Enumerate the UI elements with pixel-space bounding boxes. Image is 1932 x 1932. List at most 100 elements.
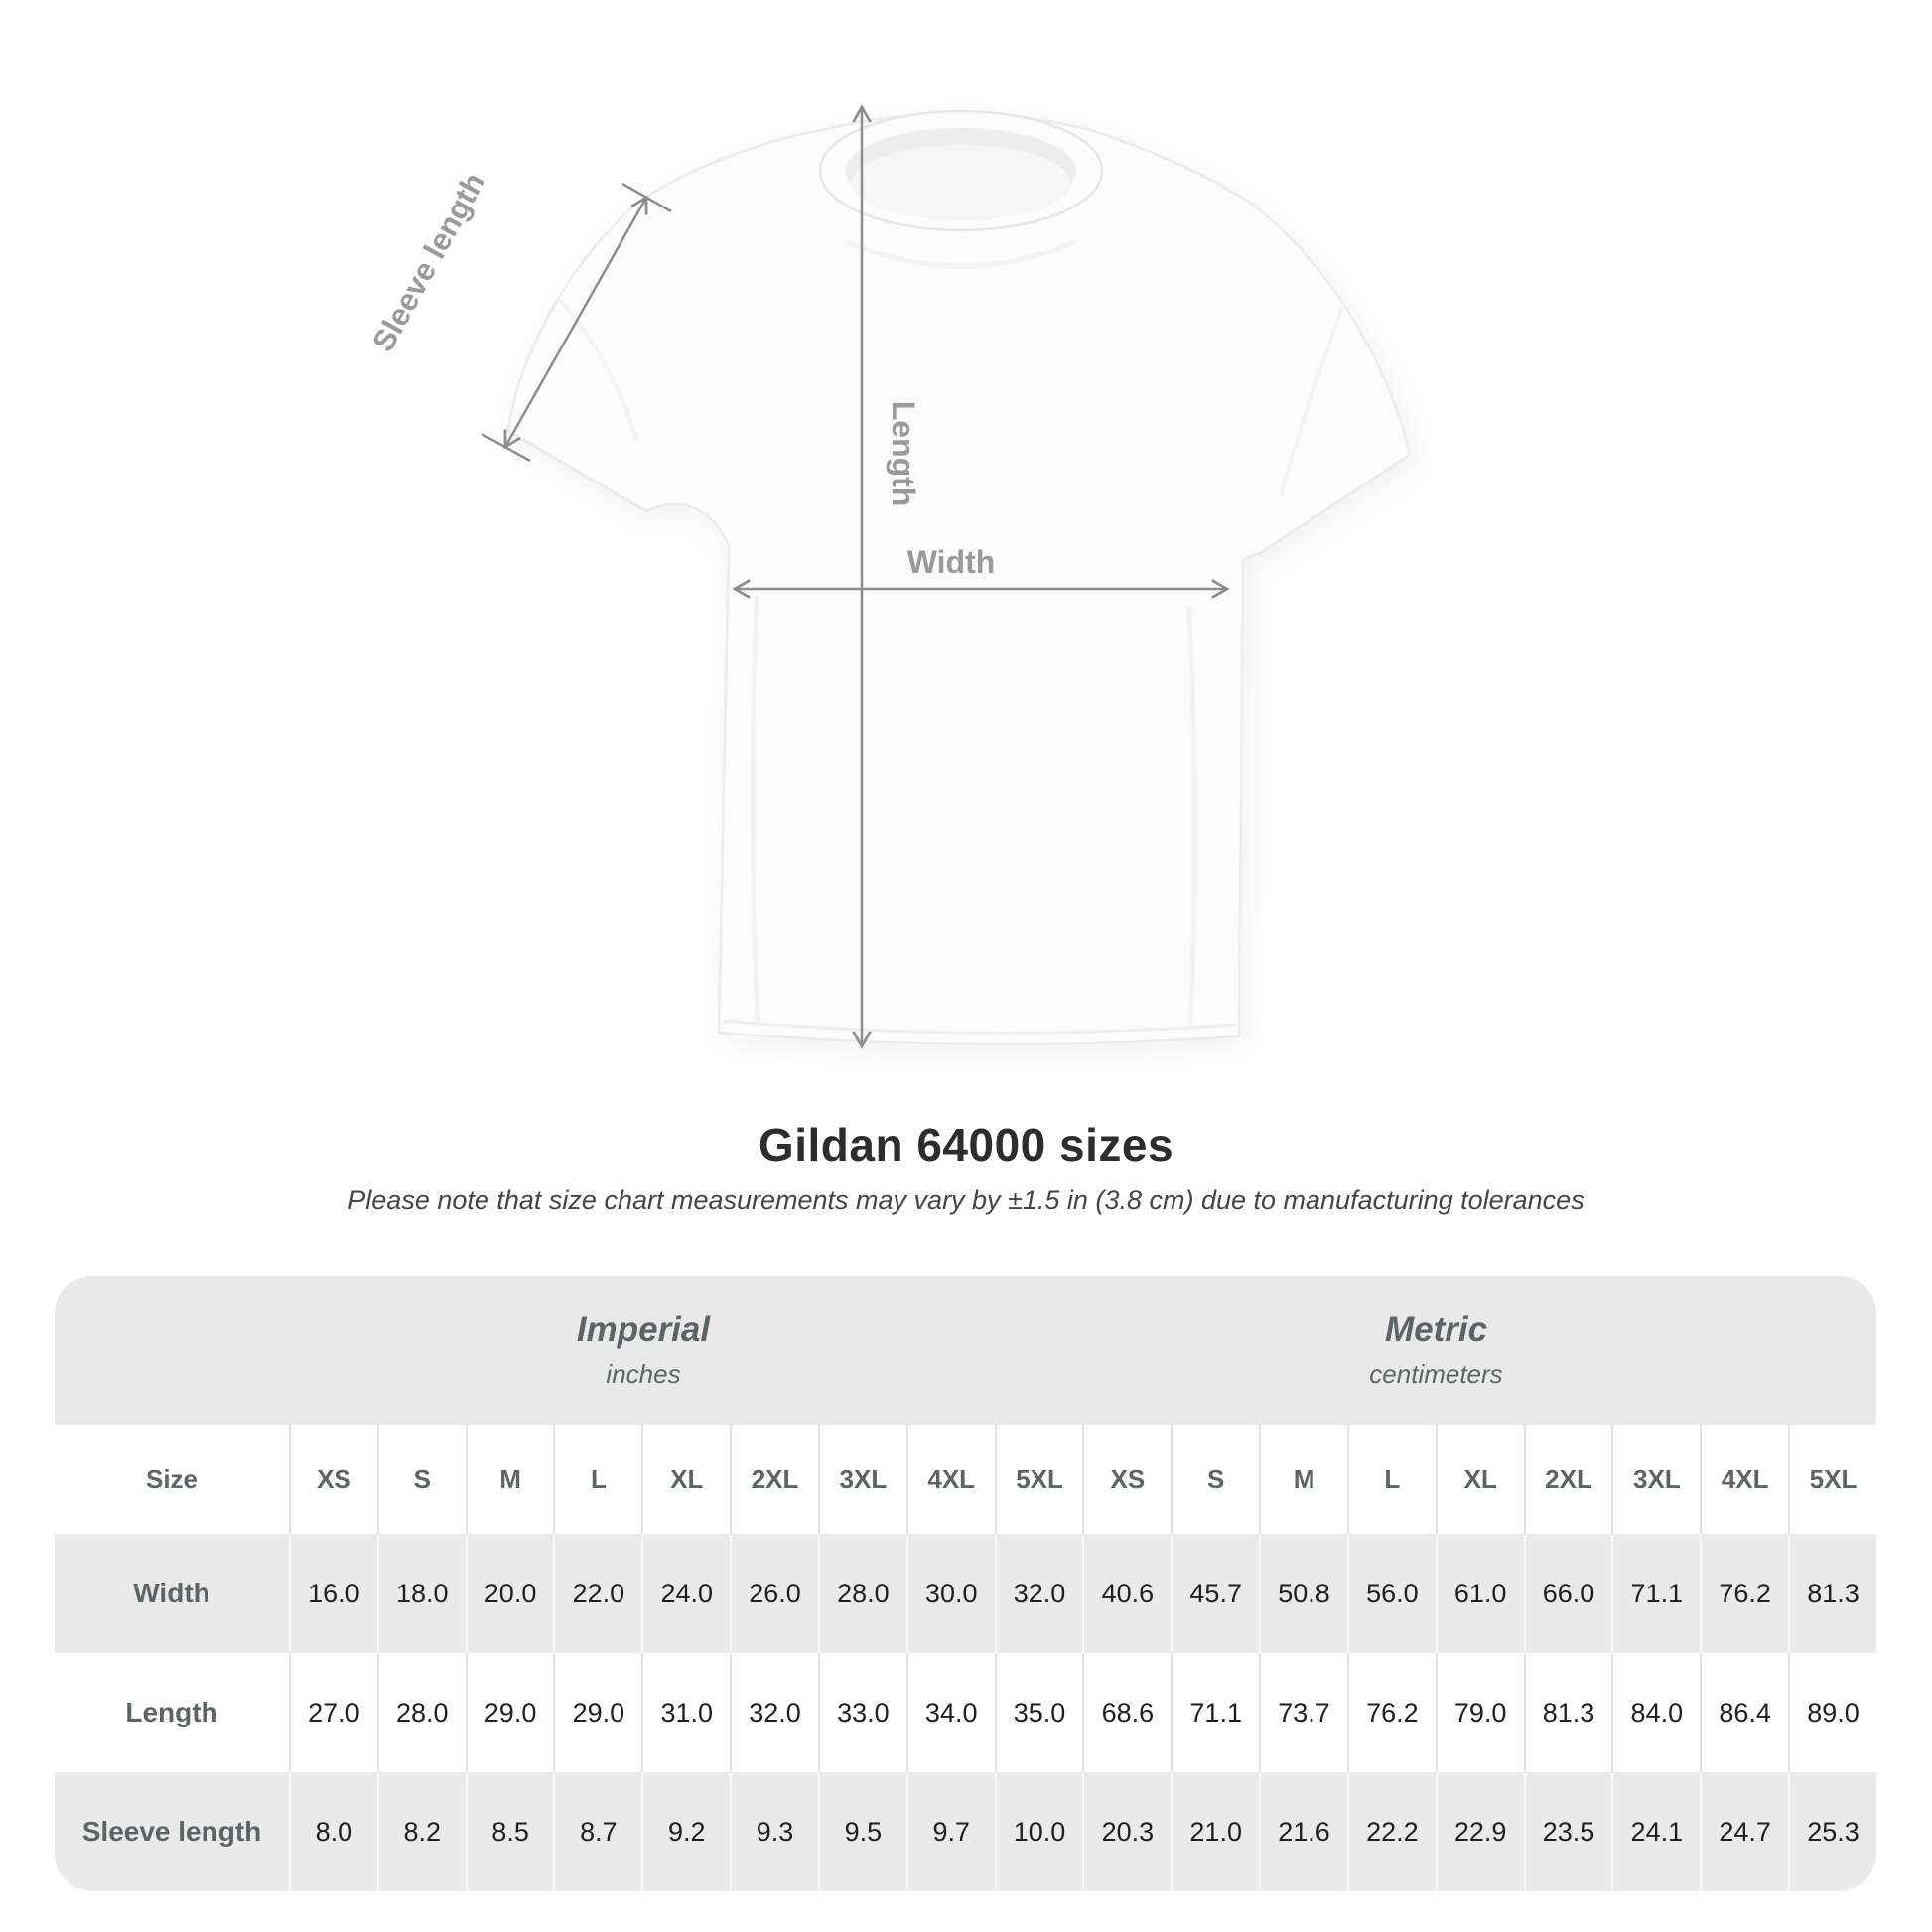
- table-cell: 29.0: [553, 1653, 641, 1772]
- table-cell: 73.7: [1259, 1653, 1347, 1772]
- table-cell: 22.9: [1435, 1772, 1524, 1891]
- tshirt-graphic: [506, 109, 1412, 1046]
- imperial-section-header: Imperial inches: [291, 1276, 996, 1425]
- table-cell: 81.3: [1523, 1653, 1612, 1772]
- sleeve-length-arrow: [503, 195, 648, 450]
- size-column-header: 4XL: [905, 1425, 995, 1534]
- table-cell: 56.0: [1346, 1534, 1436, 1653]
- table-cell: 8.5: [465, 1772, 554, 1891]
- sleeve-arrow-end-tick: [621, 182, 672, 213]
- header-band-spacer: [55, 1276, 291, 1425]
- size-column-header: XL: [1435, 1425, 1524, 1534]
- tshirt-measurement-diagram: Sleeve length Length Width: [365, 104, 1412, 1049]
- size-column-header: XL: [641, 1425, 730, 1534]
- table-cell: 31.0: [641, 1653, 730, 1772]
- table-cell: 50.8: [1259, 1534, 1347, 1653]
- table-cell: 9.5: [817, 1772, 906, 1891]
- size-column-header: L: [553, 1425, 641, 1534]
- table-cell: 30.0: [905, 1534, 995, 1653]
- table-cell: 8.7: [553, 1772, 641, 1891]
- table-cell: 86.4: [1700, 1653, 1788, 1772]
- table-cell: 32.0: [730, 1653, 818, 1772]
- table-cell: 22.0: [553, 1534, 641, 1653]
- row-header-size: Size: [145, 1463, 199, 1494]
- table-cell: 76.2: [1346, 1653, 1436, 1772]
- size-column-header: 5XL: [1788, 1425, 1876, 1534]
- size-column-header: 3XL: [817, 1425, 906, 1534]
- table-cell: 81.3: [1788, 1534, 1876, 1653]
- table-cell: 34.0: [905, 1653, 995, 1772]
- metric-title: Metric: [1384, 1311, 1488, 1349]
- row-header-sleeve-length: Sleeve length: [81, 1816, 262, 1847]
- table-cell: 24.7: [1700, 1772, 1788, 1891]
- size-column-header: S: [1171, 1425, 1259, 1534]
- table-row-length: Length 27.0 28.0 29.0 29.0 31.0 32.0 33.…: [55, 1653, 1876, 1772]
- table-cell: 89.0: [1788, 1653, 1876, 1772]
- table-cell: 24.0: [641, 1534, 730, 1653]
- length-label: Length: [886, 401, 921, 507]
- table-cell: 68.6: [1082, 1653, 1171, 1772]
- size-column-header: XS: [289, 1425, 377, 1534]
- table-cell: 28.0: [817, 1534, 906, 1653]
- imperial-title: Imperial: [576, 1311, 711, 1349]
- metric-section-header: Metric centimeters: [996, 1276, 1876, 1425]
- table-cell: 29.0: [465, 1653, 554, 1772]
- table-cell: 9.7: [905, 1772, 995, 1891]
- table-cell: 84.0: [1611, 1653, 1700, 1772]
- width-label: Width: [907, 544, 996, 580]
- table-cell: 8.0: [289, 1772, 377, 1891]
- page-title: Gildan 64000 sizes: [758, 1119, 1174, 1171]
- table-cell: 20.3: [1082, 1772, 1171, 1891]
- table-cell: 76.2: [1700, 1534, 1788, 1653]
- table-cell: 71.1: [1611, 1534, 1700, 1653]
- row-header-width: Width: [133, 1578, 210, 1608]
- size-column-header: M: [1259, 1425, 1347, 1534]
- table-cell: 33.0: [817, 1653, 906, 1772]
- table-cell: 8.2: [376, 1772, 466, 1891]
- size-table: Imperial inches Metric centimeters Size …: [55, 1276, 1876, 1891]
- table-cell: 16.0: [289, 1534, 377, 1653]
- table-cell: 9.2: [641, 1772, 730, 1891]
- size-column-header: 4XL: [1700, 1425, 1788, 1534]
- sleeve-arrow-start-tick: [481, 432, 531, 463]
- size-column-header: 2XL: [730, 1425, 818, 1534]
- size-column-header: 3XL: [1611, 1425, 1700, 1534]
- table-cell: 71.1: [1171, 1653, 1259, 1772]
- size-column-header: S: [376, 1425, 466, 1534]
- table-cell: 21.6: [1259, 1772, 1347, 1891]
- size-column-header: L: [1346, 1425, 1436, 1534]
- table-cell: 24.1: [1611, 1772, 1700, 1891]
- table-cell: 20.0: [465, 1534, 554, 1653]
- measurement-arrows: [481, 104, 1230, 1049]
- table-cell: 66.0: [1523, 1534, 1612, 1653]
- table-cell: 40.6: [1082, 1534, 1171, 1653]
- table-cell: 10.0: [994, 1772, 1083, 1891]
- table-row-sleeve-length: Sleeve length 8.0 8.2 8.5 8.7 9.2 9.3 9.…: [55, 1772, 1876, 1891]
- table-cell: 35.0: [994, 1653, 1083, 1772]
- table-cell: 79.0: [1435, 1653, 1524, 1772]
- size-column-header: M: [465, 1425, 554, 1534]
- page-subtitle: Please note that size chart measurements…: [347, 1185, 1585, 1215]
- row-header-length: Length: [125, 1697, 218, 1727]
- size-column-header: 5XL: [994, 1425, 1083, 1534]
- table-cell: 9.3: [730, 1772, 818, 1891]
- table-cell: 32.0: [994, 1534, 1083, 1653]
- table-cell: 23.5: [1523, 1772, 1612, 1891]
- table-cell: 45.7: [1171, 1534, 1259, 1653]
- table-cell: 27.0: [289, 1653, 377, 1772]
- table-cell: 28.0: [376, 1653, 466, 1772]
- table-cell: 21.0: [1171, 1772, 1259, 1891]
- size-column-header: XS: [1082, 1425, 1171, 1534]
- table-cell: 18.0: [376, 1534, 466, 1653]
- table-row-width: Width 16.0 18.0 20.0 22.0 24.0 26.0 28.0…: [55, 1534, 1876, 1653]
- metric-unit: centimeters: [1369, 1359, 1503, 1389]
- unit-header-band: Imperial inches Metric centimeters: [55, 1276, 1876, 1425]
- table-cell: 25.3: [1788, 1772, 1876, 1891]
- imperial-unit: inches: [606, 1359, 681, 1389]
- sleeve-length-label: Sleeve length: [365, 167, 492, 357]
- table-row-sizes: Size XS S M L XL 2XL 3XL 4XL 5XL XS S M …: [55, 1425, 1876, 1534]
- table-cell: 61.0: [1435, 1534, 1524, 1653]
- title-block: Gildan 64000 sizes Please note that size…: [0, 1118, 1932, 1216]
- size-column-header: 2XL: [1523, 1425, 1612, 1534]
